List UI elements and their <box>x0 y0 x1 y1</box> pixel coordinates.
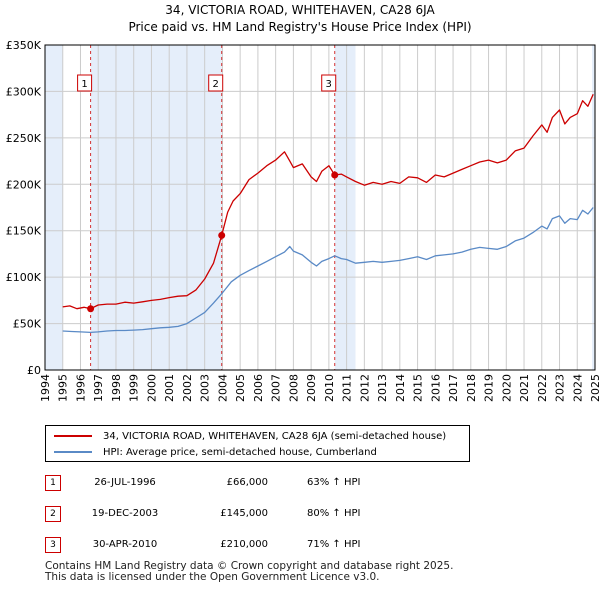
transaction-hpi-change: 80% ↑ HPI <box>307 508 361 519</box>
x-tick-label: 2002 <box>181 374 194 402</box>
x-tick-label: 1994 <box>39 374 52 402</box>
transaction-point <box>331 171 339 179</box>
legend-property-label: 34, VICTORIA ROAD, WHITEHAVEN, CA28 6JA … <box>103 430 447 442</box>
transaction-price: £210,000 <box>220 539 268 550</box>
x-tick-label: 2003 <box>199 374 212 402</box>
x-tick-label: 2015 <box>412 374 425 402</box>
legend: 34, VICTORIA ROAD, WHITEHAVEN, CA28 6JA … <box>45 425 470 462</box>
x-tick-label: 2013 <box>376 374 389 402</box>
x-tick-label: 2006 <box>252 374 265 402</box>
transaction-date: 26-JUL-1996 <box>94 477 156 488</box>
transaction-date: 19-DEC-2003 <box>91 508 159 519</box>
x-tick-label: 1998 <box>110 374 123 402</box>
x-tick-label: 2001 <box>163 374 176 402</box>
legend-item-property: 34, VICTORIA ROAD, WHITEHAVEN, CA28 6JA … <box>54 429 446 443</box>
x-tick-label: 2009 <box>305 374 318 402</box>
hpi-series-line <box>62 207 594 334</box>
transaction-number: 2 <box>45 506 61 522</box>
y-tick-label: £200K <box>6 178 42 191</box>
property-line-swatch <box>54 435 92 437</box>
y-tick-label: £350K <box>6 39 42 52</box>
shaded-period <box>45 45 63 370</box>
x-tick-label: 1996 <box>74 374 87 402</box>
transaction-number-box <box>77 74 93 92</box>
chart-subtitle: Price paid vs. HM Land Registry's House … <box>128 20 472 34</box>
x-tick-label: 2021 <box>518 374 531 402</box>
transaction-price: £145,000 <box>220 508 268 519</box>
y-tick-label: £300K <box>6 85 42 98</box>
legend-item-hpi: HPI: Average price, semi-detached house,… <box>54 445 377 459</box>
price-chart: £0 £50K £100K £150K £200K £250K £300K £350K 1994… <box>6 39 600 402</box>
x-tick-label: 2008 <box>287 374 300 402</box>
x-tick-label: 2019 <box>483 374 496 402</box>
transaction-hpi-change: 63% ↑ HPI <box>307 477 361 488</box>
footer-license: This data is licensed under the Open Gov… <box>45 571 380 583</box>
x-tick-label: 1995 <box>57 374 70 402</box>
x-tick-label: 2014 <box>394 374 407 402</box>
x-tick-label: 2012 <box>358 374 371 402</box>
transaction-price: £66,000 <box>226 477 268 488</box>
plot-border <box>44 44 596 371</box>
y-tick-label: £50K <box>13 318 42 331</box>
transaction-number-label: 3 <box>326 79 332 90</box>
transaction-number: 3 <box>45 537 61 553</box>
y-tick-label: £0 <box>27 364 41 377</box>
x-tick-label: 1997 <box>92 374 105 402</box>
x-tick-label: 2018 <box>465 374 478 402</box>
x-tick-label: 2025 <box>589 374 600 402</box>
x-tick-label: 2024 <box>571 374 584 402</box>
x-tick-label: 2000 <box>145 374 158 402</box>
x-tick-label: 2017 <box>447 374 460 402</box>
x-tick-label: 2007 <box>270 374 283 402</box>
shaded-period <box>334 45 356 370</box>
y-tick-label: £150K <box>6 225 42 238</box>
property-series-line <box>62 93 594 310</box>
x-tick-label: 1999 <box>128 374 141 402</box>
transaction-number-box <box>321 74 337 92</box>
x-tick-label: 2023 <box>554 374 567 402</box>
x-tick-label: 2011 <box>341 374 354 402</box>
shaded-period <box>90 45 222 370</box>
x-tick-label: 2004 <box>216 374 229 402</box>
chart-title: 34, VICTORIA ROAD, WHITEHAVEN, CA28 6JA <box>165 3 435 17</box>
y-tick-label: £250K <box>6 132 42 145</box>
shaded-period <box>591 45 595 370</box>
transaction-number-box <box>208 74 224 92</box>
x-tick-label: 2022 <box>536 374 549 402</box>
y-tick-label: £100K <box>6 271 42 284</box>
transaction-date: 30-APR-2010 <box>92 539 158 550</box>
transaction-number: 1 <box>45 475 61 491</box>
transaction-hpi-change: 71% ↑ HPI <box>307 539 361 550</box>
x-tick-label: 2005 <box>234 374 247 402</box>
transaction-number-label: 2 <box>213 79 219 90</box>
footer-attribution: Contains HM Land Registry data © Crown c… <box>45 561 453 583</box>
x-tick-label: 2016 <box>429 374 442 402</box>
x-tick-label: 2020 <box>500 374 513 402</box>
x-tick-label: 2010 <box>323 374 336 402</box>
transaction-point <box>218 231 226 239</box>
footer-copyright: Contains HM Land Registry data © Crown c… <box>45 560 454 572</box>
legend-hpi-label: HPI: Average price, semi-detached house,… <box>103 446 377 458</box>
transaction-point <box>87 305 95 313</box>
hpi-line-swatch <box>54 451 92 453</box>
transaction-number-label: 1 <box>81 79 87 90</box>
